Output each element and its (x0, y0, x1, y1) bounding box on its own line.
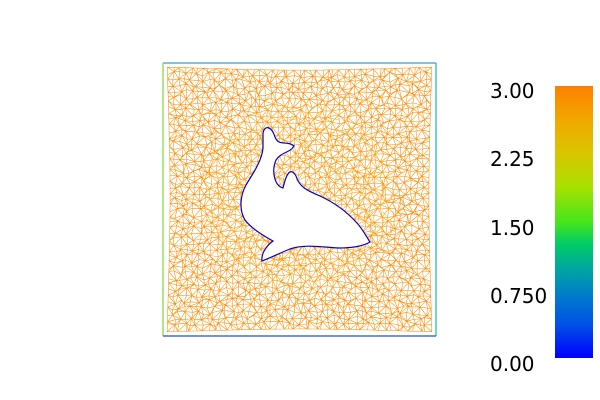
colorbar-tick-label: 0.750 (490, 284, 548, 308)
colorbar-tick-label: 0.00 (490, 352, 535, 376)
colorbar-tick-label: 1.50 (490, 216, 535, 240)
colorbar-tick-label: 3.00 (490, 79, 535, 103)
domain-boundary (162, 62, 437, 337)
colorbar-gradient (555, 86, 593, 358)
mesh-edges-coarse (166, 66, 433, 333)
dolphin-hole (240, 127, 371, 262)
colorbar-tick-label: 2.25 (490, 147, 535, 171)
mesh-edges-dense (203, 97, 396, 296)
